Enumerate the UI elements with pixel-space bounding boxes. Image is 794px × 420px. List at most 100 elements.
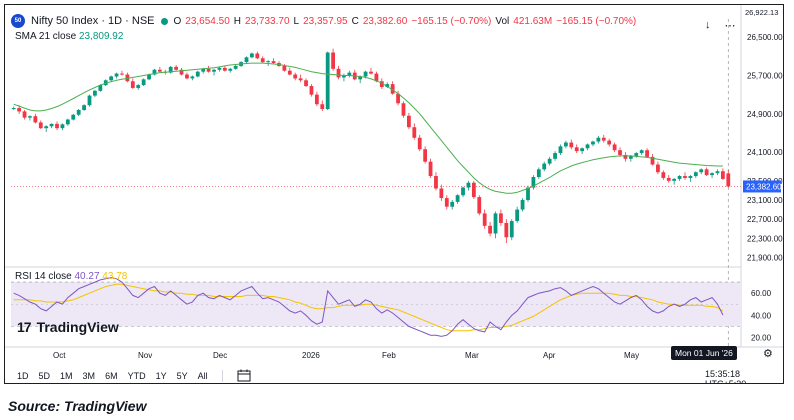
candle-body xyxy=(542,163,547,170)
source-caption: Source: TradingView xyxy=(8,398,147,414)
range-toolbar: 1D 5D 1M 3M 6M YTD 1Y 5Y All xyxy=(17,369,251,382)
price-axis-top-label: 26,922.13 xyxy=(745,8,778,17)
range-1y-button[interactable]: 1Y xyxy=(155,370,167,381)
time-axis-label: May xyxy=(624,351,639,360)
range-5y-button[interactable]: 5Y xyxy=(176,370,188,381)
low-label: L xyxy=(293,15,300,27)
sma-label: SMA 21 close xyxy=(15,31,77,42)
price-chart[interactable]: 26,922.13 26,500.00 25,700.00 24,900.00 24,1… xyxy=(5,5,783,383)
calendar-icon[interactable] xyxy=(237,369,251,382)
candle-body xyxy=(401,103,406,116)
candle-body xyxy=(612,144,617,151)
candle-body xyxy=(607,140,612,145)
candle-body xyxy=(55,123,59,129)
close-value: 23,382.60 xyxy=(362,15,408,27)
candle-body xyxy=(222,67,227,71)
candle-body xyxy=(93,90,97,96)
arrow-down-icon[interactable]: ↓ xyxy=(705,19,711,31)
range-6m-button[interactable]: 6M xyxy=(105,370,118,381)
candle-body xyxy=(282,65,287,71)
candle-body xyxy=(298,78,303,81)
price-axis-tick: 22,300.00 xyxy=(747,234,783,243)
candle-body xyxy=(499,213,503,223)
candle-body xyxy=(466,182,471,188)
candle-body xyxy=(141,79,146,86)
candle-body xyxy=(120,73,124,75)
candle-body xyxy=(390,84,395,94)
candle-body xyxy=(569,142,574,148)
candle-body xyxy=(358,76,363,80)
candle-body xyxy=(574,147,579,152)
candle-body xyxy=(471,182,476,198)
chart-window: 26,922.13 26,500.00 25,700.00 24,900.00 24,1… xyxy=(4,4,784,384)
top-right-controls: ↓ ⋯ xyxy=(705,19,736,32)
candle-body xyxy=(634,153,639,156)
vol-change-value: −165.15 (−0.70%) xyxy=(556,15,637,27)
candle-body xyxy=(536,169,541,177)
candle-body xyxy=(28,116,32,118)
candle-body xyxy=(98,85,103,91)
candle-body xyxy=(720,171,725,179)
rsi-axis-tick: 40.00 xyxy=(751,311,772,320)
candle-body xyxy=(325,52,330,110)
range-all-button[interactable]: All xyxy=(197,370,208,381)
time-axis-label: Mar xyxy=(465,351,479,360)
candle-body xyxy=(374,73,379,82)
range-1d-button[interactable]: 1D xyxy=(17,370,29,381)
range-3m-button[interactable]: 3M xyxy=(82,370,96,381)
candle-body xyxy=(287,70,292,75)
settings-gear-icon[interactable]: ⚙ xyxy=(763,348,773,360)
candle-body xyxy=(515,209,520,222)
rsi-series-line xyxy=(13,277,724,337)
candle-body xyxy=(434,176,438,189)
candle-body xyxy=(185,74,189,79)
candle-body xyxy=(585,144,590,149)
candle-body xyxy=(331,52,335,69)
candle-body xyxy=(60,124,65,129)
candle-body xyxy=(661,172,666,178)
range-ytd-button[interactable]: YTD xyxy=(127,370,146,381)
candle-body xyxy=(136,85,141,88)
candle-body xyxy=(601,137,606,141)
rsi-label: RSI 14 close xyxy=(15,271,72,282)
candle-body xyxy=(385,84,390,87)
candle-body xyxy=(580,148,585,152)
sma-legend[interactable]: SMA 21 close 23,809.92 xyxy=(15,31,123,42)
candle-body xyxy=(704,169,709,176)
volume-value: 421.63M xyxy=(513,15,553,27)
candle-body xyxy=(250,53,254,58)
more-icon[interactable]: ⋯ xyxy=(724,20,736,32)
tradingview-logo[interactable]: 17 TradingView xyxy=(17,319,119,335)
candle-body xyxy=(526,187,530,200)
candle-body xyxy=(293,74,298,79)
range-5d-button[interactable]: 5D xyxy=(38,370,51,381)
candle-body xyxy=(439,188,444,199)
candle-body xyxy=(558,146,563,154)
last-price-tag xyxy=(743,180,781,193)
candle-body xyxy=(76,109,81,115)
time-axis-label: Oct xyxy=(53,351,66,360)
nifty-logo: 50 xyxy=(11,14,25,28)
tradingview-name: TradingView xyxy=(36,319,119,335)
range-1m-button[interactable]: 1M xyxy=(60,370,73,381)
open-label: O xyxy=(173,15,182,27)
crosshair-date-label: Mon 01 Jun '26 xyxy=(671,346,737,360)
sma-series-line xyxy=(13,62,723,194)
rsi-legend[interactable]: RSI 14 close 40.27 43.78 xyxy=(15,271,127,282)
candle-body xyxy=(22,111,27,118)
price-axis-tick: 24,900.00 xyxy=(747,110,783,119)
candle-body xyxy=(461,187,465,196)
candle-body xyxy=(217,67,222,70)
candle-body xyxy=(244,57,249,63)
sma-value: 23,809.92 xyxy=(78,31,124,42)
time-status[interactable]: 15:35:18 UTC+5:30 xyxy=(705,369,747,384)
vol-label: Vol xyxy=(495,15,510,27)
candle-body xyxy=(688,176,693,178)
symbol-title[interactable]: Nifty 50 Index · 1D · NSE xyxy=(31,15,155,27)
candle-body xyxy=(417,137,422,150)
candle-body xyxy=(645,150,649,157)
high-label: H xyxy=(233,15,242,27)
candle-body xyxy=(233,65,238,69)
candle-body xyxy=(482,213,487,226)
candle-body xyxy=(683,176,687,178)
